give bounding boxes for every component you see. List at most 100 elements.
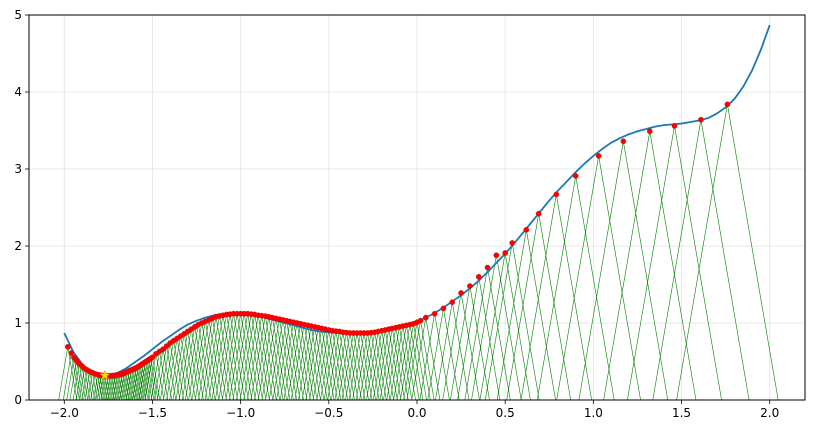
tangent-line: [379, 328, 393, 401]
tangent-line: [287, 323, 301, 401]
tangent-line: [323, 331, 337, 401]
tangent-line: [317, 327, 331, 401]
x-tick-label: 1.0: [584, 406, 603, 420]
tangent-line: [112, 374, 118, 401]
tangent-line: [310, 326, 325, 401]
tangent-line: [155, 353, 165, 401]
tangent-line: [129, 368, 136, 401]
tangent-line: [243, 315, 259, 401]
x-tick-label: −1.0: [226, 406, 255, 420]
tangent-line: [139, 365, 147, 401]
tangent-line: [66, 357, 75, 401]
tangent-line: [381, 330, 394, 401]
tangent-line: [124, 370, 130, 401]
iterate-points: [65, 101, 731, 379]
y-tick-label: 3: [14, 162, 22, 176]
tangent-line: [268, 316, 284, 401]
tangent-line: [332, 330, 345, 401]
tangent-line: [240, 313, 256, 401]
iterate-point: [417, 317, 424, 324]
tangent-line: [73, 357, 82, 401]
tangent-line: [208, 319, 223, 401]
tangent-line: [487, 267, 511, 401]
tangent-line: [282, 319, 298, 401]
tangent-line: [362, 332, 375, 401]
tangent-line: [229, 313, 245, 401]
iterate-point: [509, 240, 516, 246]
tangent-line: [247, 313, 263, 401]
iterate-point: [493, 252, 500, 259]
iterate-point: [698, 116, 704, 123]
tangent-line: [75, 366, 83, 401]
tangent-line: [141, 359, 150, 401]
tangent-line: [89, 371, 96, 401]
tangent-line: [122, 371, 129, 401]
tangent-line: [221, 313, 238, 401]
tangent-line: [293, 322, 308, 401]
tangent-line: [374, 332, 387, 401]
tangent-line: [138, 361, 146, 401]
tangent-line: [132, 366, 139, 401]
iterate-point: [431, 310, 438, 317]
iterate-point: [620, 138, 627, 145]
tangent-line: [275, 318, 291, 401]
tangent-line: [250, 314, 267, 401]
tangent-line: [348, 332, 361, 401]
tangent-line: [133, 365, 141, 401]
tangent-line: [187, 331, 200, 401]
tangent-line: [181, 326, 196, 401]
tangent-line: [427, 308, 444, 401]
tangent-line: [536, 175, 577, 401]
tangent-line: [204, 316, 220, 401]
tangent-line: [114, 374, 120, 401]
tangent-line: [92, 372, 98, 401]
tangent-line: [146, 360, 155, 401]
tangent-line: [84, 368, 91, 401]
tangent-line: [520, 194, 557, 401]
tangent-line: [700, 119, 750, 401]
iterate-point: [724, 101, 731, 108]
tangent-line: [208, 315, 224, 401]
tangent-line: [442, 292, 462, 401]
axis-ticks: −2.0 −1.5 −1.0 −0.5 0.0 0.5 1.0 1.5 2.0 0 1 2 3 4 5: [14, 8, 779, 420]
tangent-line: [305, 327, 319, 401]
tangent-line: [434, 313, 450, 401]
tangent-line: [62, 352, 72, 401]
x-tick-label: −1.5: [138, 406, 167, 420]
iterate-point: [149, 354, 156, 361]
tangent-line: [87, 372, 93, 401]
tangent-line: [90, 373, 96, 401]
tangent-line: [406, 325, 420, 401]
tangent-line: [215, 316, 231, 401]
tangent-line: [265, 319, 280, 401]
tangent-line: [172, 333, 185, 401]
tangent-line: [416, 322, 431, 401]
tangent-line: [399, 326, 413, 401]
tangent-line: [369, 330, 383, 401]
iterate-point: [535, 210, 542, 217]
x-tick-label: 0.0: [407, 406, 426, 420]
tangent-line: [496, 229, 527, 401]
tangent-line: [341, 332, 354, 401]
y-tick-label: 0: [14, 393, 22, 407]
tangent-line: [349, 332, 362, 401]
tangent-line: [316, 329, 330, 401]
tangent-line: [314, 326, 328, 401]
tangent-line: [166, 338, 178, 401]
tangent-line: [556, 155, 599, 401]
x-tick-label: −0.5: [314, 406, 343, 420]
tangent-line: [443, 308, 460, 401]
tangent-line: [411, 317, 427, 401]
tangent-line: [72, 363, 80, 401]
tangent-line: [363, 332, 376, 401]
tangent-line: [115, 374, 122, 401]
x-tick-label: −2.0: [50, 406, 79, 420]
tangent-line: [257, 317, 273, 401]
tangent-line: [578, 141, 624, 401]
tangent-line: [198, 318, 213, 401]
tangent-line: [135, 364, 143, 401]
tangent-line: [335, 331, 349, 401]
tangent-line: [58, 346, 69, 401]
tangent-line: [105, 375, 111, 401]
